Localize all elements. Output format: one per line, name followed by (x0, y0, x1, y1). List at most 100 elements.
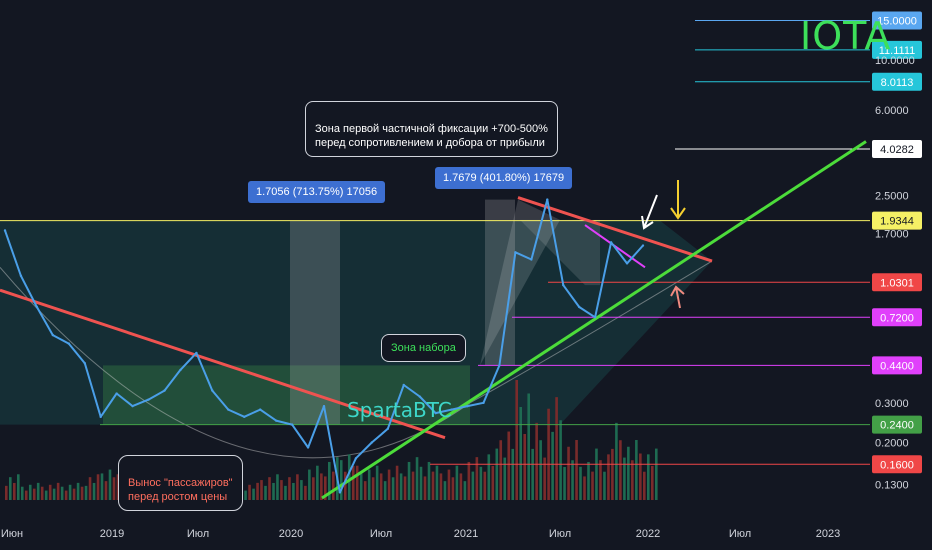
volume-bar (292, 482, 295, 500)
volume-bar (651, 465, 654, 500)
x-axis: Июн 2019 Июл 2020 Июл 2021 Июл 2022 Июл 2023 (1, 528, 840, 540)
volume-bar (20, 486, 24, 500)
volume-bar (268, 477, 271, 500)
volume-bar (459, 473, 463, 500)
price-point (83, 362, 86, 365)
volume-bar (563, 467, 566, 500)
volume-bar (379, 473, 383, 500)
volume-bar (547, 408, 550, 500)
volume-bar (507, 431, 511, 500)
volume-bar (423, 476, 427, 500)
level-label-text: 0.4400 (880, 360, 914, 372)
chart-title: IOTA (800, 14, 892, 58)
volume-bar (52, 488, 56, 500)
white-down-arrow (641, 194, 658, 230)
volume-bar (411, 471, 415, 500)
yellow-down-arrow (670, 180, 686, 220)
author-watermark: SpartaBTC (347, 398, 452, 422)
volume-bar (36, 482, 40, 500)
volume-bar (627, 446, 630, 500)
volume-bar (519, 407, 522, 500)
volume-bar (248, 484, 251, 500)
price-point (434, 411, 437, 415)
volume-bar (108, 469, 112, 500)
level-label-box (872, 273, 922, 292)
volume-bar (655, 448, 658, 500)
volume-bar (256, 482, 259, 500)
price-point (562, 283, 565, 287)
marker-arrows (641, 180, 686, 309)
volume-bar (244, 490, 247, 500)
volume-bar (431, 471, 435, 500)
volume-bar (92, 482, 96, 500)
volume-bar (575, 440, 578, 500)
price-point (163, 389, 166, 392)
volume-bar (403, 476, 407, 500)
level-label-text: 0.7200 (880, 312, 914, 324)
volume-bar (539, 440, 542, 500)
price-point (338, 491, 342, 494)
level-label-box (872, 415, 922, 434)
volume-bar (100, 473, 104, 500)
wedge-triangle-1 (480, 199, 560, 366)
price-point (211, 389, 214, 392)
volume-bar (48, 484, 52, 500)
price-point (322, 404, 326, 408)
price-point (131, 404, 134, 408)
volume-bar (527, 393, 530, 500)
volume-bar (300, 480, 303, 500)
volume-bar (439, 473, 443, 500)
level-label-text: 1.9344 (880, 216, 914, 228)
volume-bar (607, 454, 610, 500)
price-point (370, 441, 374, 444)
level-label-box (872, 356, 922, 375)
volume-bar (415, 457, 419, 500)
volume-bar (587, 461, 590, 500)
price-point (195, 351, 198, 355)
y-tick-label: 0.3000 (875, 398, 909, 410)
trend-lines (0, 140, 867, 500)
accumulation-zone-callout: Зона набора (381, 334, 466, 362)
volume-bar (611, 448, 614, 500)
x-tick-label: Июл (549, 528, 571, 540)
price-point (354, 457, 358, 460)
red-resistance-line (517, 196, 713, 263)
x-tick-label: 2020 (279, 528, 303, 540)
volume-bar (483, 471, 487, 500)
volume-bar (375, 465, 379, 500)
volume-bar (304, 485, 307, 500)
volume-bar (567, 446, 570, 500)
volume-bar (491, 465, 495, 500)
volume-bar (296, 474, 299, 500)
x-tick-label: Июн (1, 528, 23, 540)
shakeout-text: Вынос "пассажиров" перед ростом цены (128, 477, 233, 503)
price-point (51, 333, 55, 337)
volume-bar (391, 477, 395, 500)
price-point (115, 392, 118, 395)
price-point (35, 305, 39, 309)
accumulation-zone-text: Зона набора (391, 342, 456, 354)
volume-bar (80, 486, 84, 500)
x-tick-label: 2023 (816, 528, 840, 540)
volume-bar (355, 465, 359, 500)
level-label-box (872, 211, 922, 230)
volume-bar (320, 473, 323, 500)
price-point (274, 419, 278, 422)
volume-bar (96, 474, 100, 500)
volume-bar (555, 397, 558, 500)
volume-bar (308, 469, 311, 500)
level-label-box (872, 11, 922, 30)
level-label-text: 1.0301 (880, 277, 914, 289)
volume-bar (475, 457, 479, 500)
volume-bar (316, 465, 319, 500)
accumulation-zone-fill (103, 365, 470, 425)
volume-bar (551, 431, 554, 500)
volume-bar (116, 474, 120, 500)
volume-bar (495, 448, 499, 500)
level-label-box (872, 308, 922, 327)
price-point (179, 368, 182, 372)
price-point (290, 423, 294, 426)
volume-bar (56, 482, 60, 500)
volume-bar (471, 471, 475, 500)
price-point (227, 408, 230, 411)
